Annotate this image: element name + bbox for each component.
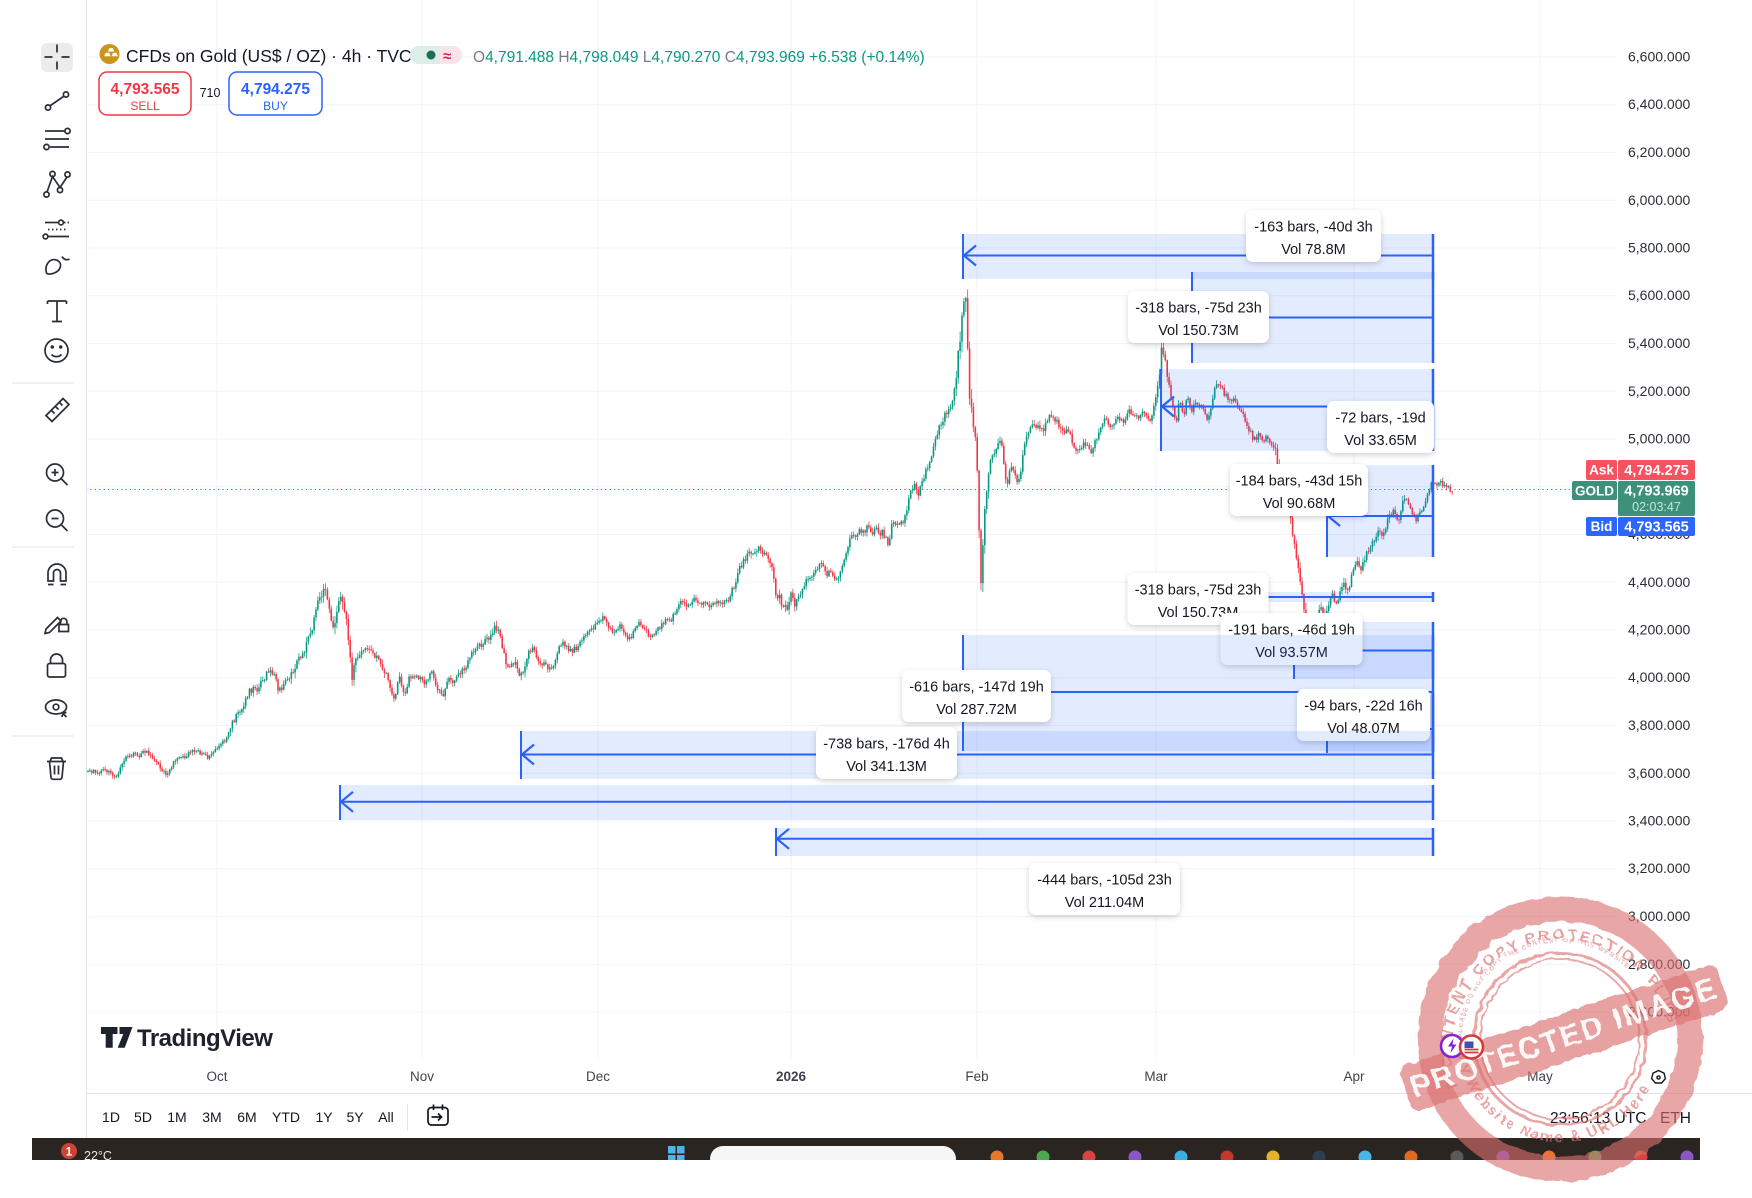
svg-text:1: 1 xyxy=(66,1147,73,1159)
svg-text:3,200.000: 3,200.000 xyxy=(1628,860,1690,876)
svg-text:Vol 150.73M: Vol 150.73M xyxy=(1158,323,1239,339)
svg-text:Nov: Nov xyxy=(410,1069,434,1084)
svg-text:5,400.000: 5,400.000 xyxy=(1628,335,1690,351)
svg-text:4,793.565: 4,793.565 xyxy=(111,81,180,98)
svg-text:Ask: Ask xyxy=(1589,463,1614,478)
svg-text:3,000.000: 3,000.000 xyxy=(1628,908,1690,924)
svg-text:All: All xyxy=(378,1109,394,1125)
svg-text:5Y: 5Y xyxy=(346,1109,364,1125)
svg-text:Vol 341.13M: Vol 341.13M xyxy=(846,759,927,775)
svg-text:5,000.000: 5,000.000 xyxy=(1628,431,1690,447)
svg-text:4,793.565: 4,793.565 xyxy=(1624,520,1689,536)
svg-text:YTD: YTD xyxy=(272,1109,300,1125)
svg-text:3,800.000: 3,800.000 xyxy=(1628,717,1690,733)
svg-text:1D: 1D xyxy=(102,1109,120,1125)
svg-text:-94 bars, -22d 16h: -94 bars, -22d 16h xyxy=(1304,699,1423,715)
svg-text:BUY: BUY xyxy=(263,99,288,113)
svg-text:4,794.275: 4,794.275 xyxy=(1624,463,1689,479)
svg-text:TradingView: TradingView xyxy=(137,1025,273,1052)
svg-text:1M: 1M xyxy=(167,1109,186,1125)
svg-text:-444 bars, -105d 23h: -444 bars, -105d 23h xyxy=(1037,873,1172,889)
svg-text:4,000.000: 4,000.000 xyxy=(1628,669,1690,685)
svg-text:Dec: Dec xyxy=(586,1069,610,1084)
svg-text:-318 bars, -75d 23h: -318 bars, -75d 23h xyxy=(1135,583,1262,599)
svg-text:02:03:47: 02:03:47 xyxy=(1632,500,1681,514)
svg-text:3M: 3M xyxy=(202,1109,221,1125)
svg-text:May: May xyxy=(1527,1069,1553,1084)
svg-text:1Y: 1Y xyxy=(315,1109,333,1125)
svg-text:-318 bars, -75d 23h: -318 bars, -75d 23h xyxy=(1135,301,1262,317)
svg-text:-72 bars, -19d: -72 bars, -19d xyxy=(1335,411,1425,427)
svg-text:5,600.000: 5,600.000 xyxy=(1628,287,1690,303)
svg-text:Vol 211.04M: Vol 211.04M xyxy=(1065,895,1145,911)
svg-text:3,400.000: 3,400.000 xyxy=(1628,813,1690,829)
svg-text:≈: ≈ xyxy=(443,48,451,65)
svg-text:4,794.275: 4,794.275 xyxy=(241,81,310,98)
svg-text:Vol 150.73M: Vol 150.73M xyxy=(1158,605,1239,621)
svg-text:5,800.000: 5,800.000 xyxy=(1628,240,1690,256)
svg-text:6,000.000: 6,000.000 xyxy=(1628,192,1690,208)
svg-text:CFDs on Gold (US$ / OZ) · 4h ·: CFDs on Gold (US$ / OZ) · 4h · TVC xyxy=(126,46,412,66)
svg-text:4,400.000: 4,400.000 xyxy=(1628,574,1690,590)
svg-text:-616 bars, -147d 19h: -616 bars, -147d 19h xyxy=(909,680,1044,696)
svg-text:4,793.969: 4,793.969 xyxy=(1624,484,1689,500)
svg-text:Feb: Feb xyxy=(965,1069,988,1084)
svg-text:Vol 33.65M: Vol 33.65M xyxy=(1344,433,1417,449)
svg-text:Vol 78.8M: Vol 78.8M xyxy=(1281,242,1346,258)
svg-text:-184 bars, -43d 15h: -184 bars, -43d 15h xyxy=(1236,474,1363,490)
svg-text:Vol 287.72M: Vol 287.72M xyxy=(936,702,1017,718)
svg-text:3,600.000: 3,600.000 xyxy=(1628,765,1690,781)
svg-text:5D: 5D xyxy=(134,1109,152,1125)
svg-text:Bid: Bid xyxy=(1591,519,1613,534)
svg-text:710: 710 xyxy=(200,86,221,100)
svg-text:Oct: Oct xyxy=(206,1069,227,1084)
svg-text:-163 bars, -40d 3h: -163 bars, -40d 3h xyxy=(1254,220,1373,236)
svg-text:6,200.000: 6,200.000 xyxy=(1628,144,1690,160)
svg-text:O4,791.488 H4,798.049 L4,790.2: O4,791.488 H4,798.049 L4,790.270 C4,793.… xyxy=(473,49,925,66)
svg-text:SELL: SELL xyxy=(130,99,160,113)
svg-text:6,400.000: 6,400.000 xyxy=(1628,96,1690,112)
svg-text:22°C: 22°C xyxy=(84,1149,112,1163)
svg-text:6M: 6M xyxy=(237,1109,256,1125)
svg-text:-738 bars, -176d 4h: -738 bars, -176d 4h xyxy=(823,737,950,753)
svg-text:Vol 48.07M: Vol 48.07M xyxy=(1327,721,1400,737)
svg-text:Vol 93.57M: Vol 93.57M xyxy=(1255,645,1328,661)
svg-text:2026: 2026 xyxy=(776,1069,807,1084)
svg-text:6,600.000: 6,600.000 xyxy=(1628,49,1690,65)
svg-text:GOLD: GOLD xyxy=(1575,484,1614,499)
svg-text:5,200.000: 5,200.000 xyxy=(1628,383,1690,399)
svg-text:Apr: Apr xyxy=(1343,1069,1365,1084)
svg-text:Mar: Mar xyxy=(1144,1069,1168,1084)
svg-text:4,200.000: 4,200.000 xyxy=(1628,622,1690,638)
svg-text:-191 bars, -46d 19h: -191 bars, -46d 19h xyxy=(1228,623,1355,639)
svg-text:Vol 90.68M: Vol 90.68M xyxy=(1263,496,1336,512)
